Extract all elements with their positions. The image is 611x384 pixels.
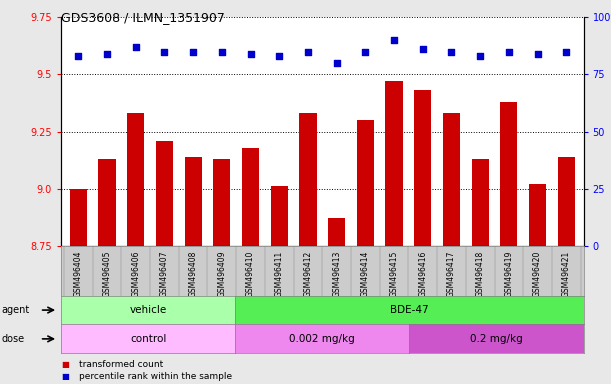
Bar <box>414 90 431 246</box>
Text: ■: ■ <box>61 359 69 369</box>
Bar <box>185 157 202 246</box>
Point <box>418 46 428 52</box>
Text: GSM496421: GSM496421 <box>562 251 571 297</box>
Text: GSM496419: GSM496419 <box>504 251 513 297</box>
Text: GSM496417: GSM496417 <box>447 251 456 297</box>
Text: 0.002 mg/kg: 0.002 mg/kg <box>290 334 355 344</box>
Point <box>246 51 255 57</box>
Text: GSM496418: GSM496418 <box>476 251 485 297</box>
Point <box>533 51 543 57</box>
Bar <box>472 159 489 246</box>
Text: 0.2 mg/kg: 0.2 mg/kg <box>470 334 523 344</box>
Bar <box>357 120 374 246</box>
Text: GSM496406: GSM496406 <box>131 251 141 297</box>
Bar <box>242 147 259 246</box>
Point <box>159 48 169 55</box>
Point <box>131 44 141 50</box>
Text: vehicle: vehicle <box>130 305 167 315</box>
Text: GSM496414: GSM496414 <box>361 251 370 297</box>
Bar <box>271 186 288 246</box>
Text: GDS3608 / ILMN_1351907: GDS3608 / ILMN_1351907 <box>61 12 225 25</box>
Text: GSM496420: GSM496420 <box>533 251 542 297</box>
Bar <box>299 113 316 246</box>
Point <box>504 48 514 55</box>
Bar <box>127 113 144 246</box>
Text: GSM496409: GSM496409 <box>218 251 226 297</box>
Point <box>332 60 342 66</box>
Text: GSM496404: GSM496404 <box>74 251 83 297</box>
Text: percentile rank within the sample: percentile rank within the sample <box>79 372 233 381</box>
Point <box>562 48 571 55</box>
Point <box>217 48 227 55</box>
Text: GSM496412: GSM496412 <box>304 251 312 297</box>
Point <box>475 53 485 59</box>
Bar <box>328 218 345 246</box>
Text: GSM496415: GSM496415 <box>390 251 398 297</box>
Bar <box>529 184 546 246</box>
Text: dose: dose <box>2 334 25 344</box>
Bar <box>98 159 115 246</box>
Text: GSM496413: GSM496413 <box>332 251 341 297</box>
Bar <box>500 102 518 246</box>
Point <box>303 48 313 55</box>
Point <box>389 37 399 43</box>
Text: GSM496405: GSM496405 <box>103 251 112 297</box>
Point <box>73 53 83 59</box>
Text: transformed count: transformed count <box>79 359 164 369</box>
Text: GSM496408: GSM496408 <box>189 251 197 297</box>
Text: BDE-47: BDE-47 <box>390 305 429 315</box>
Bar <box>558 157 575 246</box>
Text: ■: ■ <box>61 372 69 381</box>
Text: control: control <box>130 334 166 344</box>
Bar <box>386 81 403 246</box>
Text: GSM496411: GSM496411 <box>275 251 284 297</box>
Text: GSM496407: GSM496407 <box>160 251 169 297</box>
Text: GSM496416: GSM496416 <box>419 251 427 297</box>
Text: GSM496410: GSM496410 <box>246 251 255 297</box>
Point <box>188 48 198 55</box>
Bar <box>213 159 230 246</box>
Point <box>274 53 284 59</box>
Bar <box>443 113 460 246</box>
Bar <box>156 141 173 246</box>
Point <box>102 51 112 57</box>
Point <box>360 48 370 55</box>
Bar <box>70 189 87 246</box>
Point <box>447 48 456 55</box>
Text: agent: agent <box>2 305 30 315</box>
